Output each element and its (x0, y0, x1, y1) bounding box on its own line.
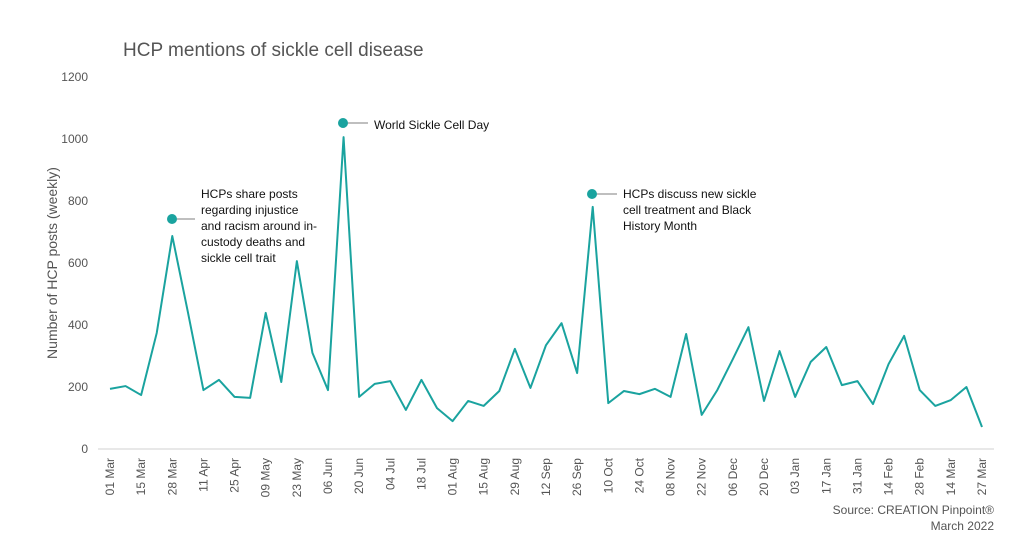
x-tick-label: 12 Sep (539, 458, 553, 496)
x-tick-label: 14 Feb (882, 458, 896, 496)
y-tick-label: 0 (81, 442, 88, 456)
source-note: March 2022 (931, 519, 995, 533)
annotation-text: History Month (623, 219, 697, 233)
y-tick-label: 1000 (61, 132, 88, 146)
y-tick-label: 800 (68, 194, 88, 208)
x-tick-label: 31 Jan (850, 458, 864, 494)
x-tick-label: 27 Mar (975, 458, 989, 495)
x-tick-label: 26 Sep (570, 458, 584, 496)
x-tick-label: 28 Mar (165, 458, 179, 495)
x-tick-label: 01 Mar (103, 458, 117, 495)
y-tick-label: 200 (68, 380, 88, 394)
x-tick-label: 01 Aug (446, 458, 460, 495)
x-tick-label: 25 Apr (228, 458, 242, 493)
annotation-text: sickle cell trait (201, 251, 276, 265)
annotation-marker (338, 118, 348, 128)
x-tick-label: 20 Dec (757, 458, 771, 496)
annotation-text: HCPs discuss new sickle (623, 187, 757, 201)
annotation-text: cell treatment and Black (623, 203, 752, 217)
annotation-text: World Sickle Cell Day (374, 118, 489, 132)
annotation-marker (587, 189, 597, 199)
x-tick-label: 20 Jun (352, 458, 366, 494)
x-tick-label: 09 May (259, 458, 273, 497)
data-line (109, 136, 983, 428)
x-tick-label: 15 Aug (477, 458, 491, 495)
annotation-text: custody deaths and (201, 235, 305, 249)
x-tick-label: 03 Jan (788, 458, 802, 494)
y-tick-label: 400 (68, 318, 88, 332)
x-tick-label: 15 Mar (134, 458, 148, 495)
x-tick-label: 17 Jan (819, 458, 833, 494)
x-tick-label: 10 Oct (601, 457, 615, 493)
x-tick-label: 28 Feb (913, 458, 927, 496)
x-tick-label: 06 Dec (726, 458, 740, 496)
x-tick-label: 24 Oct (632, 457, 646, 493)
x-tick-label: 29 Aug (508, 458, 522, 495)
y-tick-label: 1200 (61, 70, 88, 84)
annotation-text: regarding injustice (201, 203, 299, 217)
x-tick-label: 08 Nov (664, 458, 678, 496)
x-tick-label: 04 Jul (383, 458, 397, 490)
x-tick-label: 22 Nov (695, 458, 709, 496)
source-note: Source: CREATION Pinpoint® (833, 503, 995, 517)
chart-title: HCP mentions of sickle cell disease (123, 40, 424, 61)
x-tick-label: 11 Apr (196, 458, 210, 492)
x-tick-label: 06 Jun (321, 458, 335, 494)
x-tick-label: 14 Mar (944, 458, 958, 495)
annotation-marker (167, 214, 177, 224)
annotation-text: and racism around in- (201, 219, 317, 233)
y-tick-label: 600 (68, 256, 88, 270)
annotation-text: HCPs share posts (201, 187, 298, 201)
y-axis-label: Number of HCP posts (weekly) (44, 167, 60, 359)
x-tick-label: 18 Jul (414, 458, 428, 490)
x-tick-label: 23 May (290, 458, 304, 497)
